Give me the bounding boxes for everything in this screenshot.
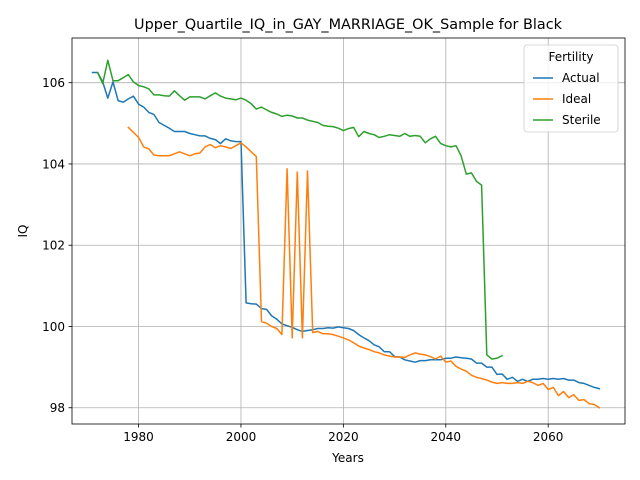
- x-tick-label: 2060: [533, 430, 564, 444]
- y-tick-label: 104: [42, 157, 65, 171]
- legend-title: Fertility: [548, 50, 593, 64]
- legend-label-ideal: Ideal: [562, 92, 591, 106]
- legend-box: [523, 44, 619, 133]
- series-line-actual: [91, 71, 601, 390]
- x-axis-label: Years: [331, 451, 364, 465]
- y-axis-label: IQ: [16, 225, 30, 238]
- y-tick-label: 102: [42, 239, 65, 253]
- x-tick-label: 1980: [123, 430, 154, 444]
- axis-ticks: 1980 2000 2020 2040 2060 98 100 102 104 106: [42, 76, 563, 444]
- series-line-ideal: [127, 126, 601, 409]
- legend-label-sterile: Sterile: [562, 113, 601, 127]
- x-tick-label: 2000: [226, 430, 257, 444]
- y-tick-label: 106: [42, 76, 65, 90]
- plot-area-frame: [71, 37, 626, 425]
- series-lines: [91, 59, 601, 409]
- chart-legend: Fertility Actual Ideal Sterile: [523, 44, 619, 133]
- legend-label-actual: Actual: [562, 71, 600, 85]
- series-line-sterile: [96, 59, 504, 360]
- y-tick-label: 100: [42, 320, 65, 334]
- chart-title: Upper_Quartile_IQ_in_GAY_MARRIAGE_OK_Sam…: [134, 17, 563, 33]
- x-tick-label: 2040: [431, 430, 462, 444]
- y-tick-label: 98: [50, 401, 65, 415]
- x-tick-label: 2020: [328, 430, 359, 444]
